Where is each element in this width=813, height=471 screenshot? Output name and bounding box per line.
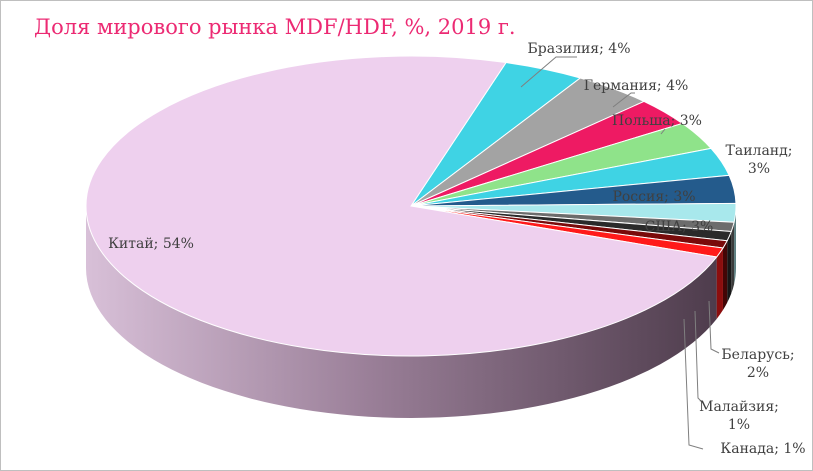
leader-line-Бразилия: [520, 56, 577, 88]
data-label-Польша: Польша; 3%: [612, 113, 702, 129]
data-label-Германия: Германия; 4%: [584, 78, 689, 94]
pie-slice-Китай: [85, 55, 718, 357]
data-label-США: США; 3%: [645, 219, 714, 235]
data-label-Бразилия: Бразилия; 4%: [528, 41, 631, 57]
leader-line-Беларусь: [708, 300, 720, 354]
data-label-Таиланд: Таиланд; 3%: [726, 143, 793, 177]
leader-line-Польша: [660, 128, 666, 135]
pie-side-Малайзия: [722, 240, 728, 311]
pie-side-Канада: [716, 248, 723, 320]
data-label-Беларусь: Беларусь; 2%: [721, 347, 794, 381]
pie-side-Китай: [86, 206, 717, 419]
data-label-Канада: Канада; 1%: [720, 441, 805, 457]
data-label-Малайзия: Малайзия; 1%: [699, 399, 779, 433]
pie-side-unlabeled-6: [734, 206, 736, 285]
leader-line-Германия: [612, 92, 635, 108]
chart-title: Доля мирового рынка MDF/HDF, %, 2019 г.: [34, 15, 516, 39]
data-label-Россия: Россия; 3%: [612, 189, 695, 205]
pie-side-Беларусь: [727, 231, 732, 303]
leader-line-Малайзия: [694, 310, 704, 404]
data-label-Китай: Китай; 54%: [108, 236, 194, 252]
leader-line-Канада: [683, 318, 704, 450]
pie-side-unlabeled-7: [731, 222, 735, 294]
